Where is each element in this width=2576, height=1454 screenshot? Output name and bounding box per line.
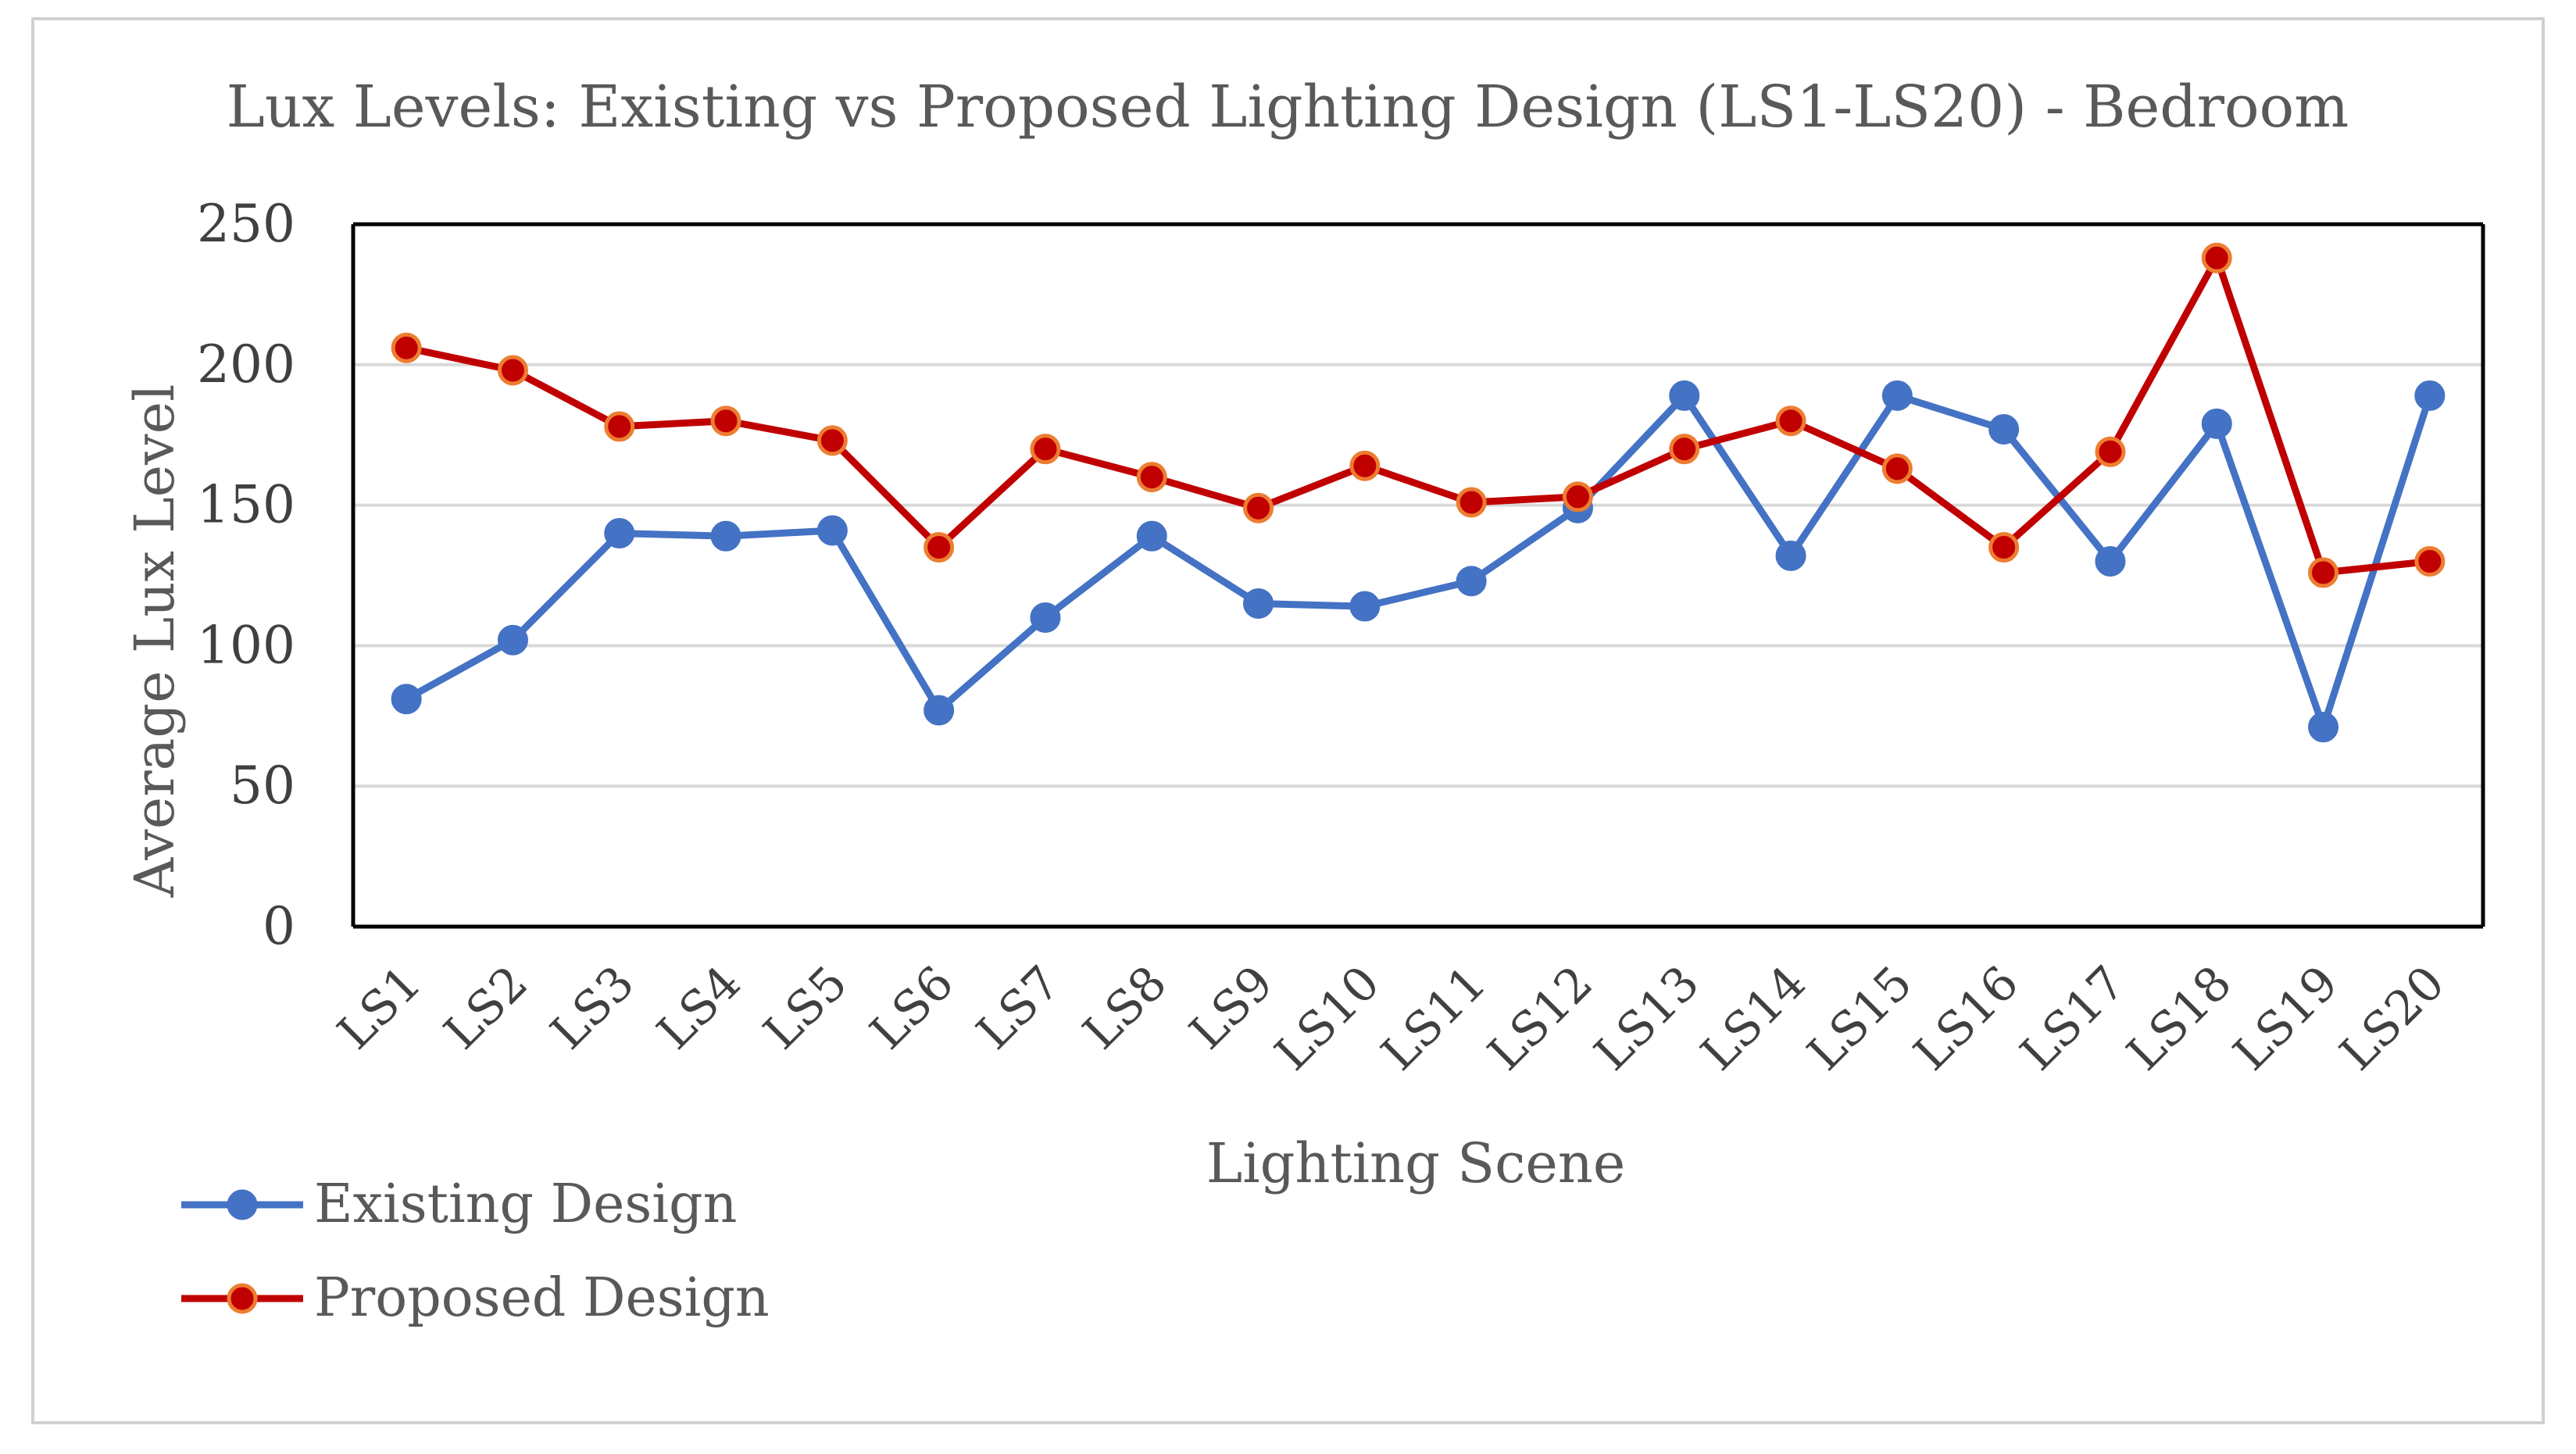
data-point-1-4 <box>816 425 848 456</box>
data-point-0-7 <box>1136 520 1167 552</box>
x-tick-label: LS3 <box>541 956 645 1060</box>
x-axis-label: Lighting Scene <box>1206 1131 1626 1195</box>
y-tick-label: 50 <box>230 756 295 816</box>
y-tick-label: 250 <box>197 194 295 254</box>
x-tick-label: LS11 <box>1371 956 1497 1081</box>
chart-frame <box>31 17 2545 1424</box>
data-point-0-9 <box>1349 591 1381 622</box>
y-tick-label: 150 <box>197 475 295 535</box>
data-point-0-17 <box>2201 408 2232 439</box>
plot-area-border <box>351 222 2485 929</box>
x-tick-label: LS13 <box>1585 956 1710 1081</box>
data-point-0-5 <box>924 695 955 726</box>
data-point-0-8 <box>1243 588 1274 619</box>
data-point-1-12 <box>1669 434 1700 465</box>
data-point-1-1 <box>497 355 528 386</box>
data-point-1-17 <box>2201 242 2232 273</box>
data-point-1-15 <box>1988 532 2020 563</box>
data-point-1-16 <box>2095 436 2126 467</box>
data-point-1-0 <box>391 332 422 363</box>
data-point-1-6 <box>1030 434 1061 465</box>
x-tick-label: LS14 <box>1691 956 1817 1081</box>
data-point-0-16 <box>2095 546 2126 577</box>
data-point-1-5 <box>924 532 955 563</box>
data-point-0-0 <box>391 684 422 715</box>
series-markers <box>391 242 2446 743</box>
data-point-1-7 <box>1136 462 1167 493</box>
data-point-0-1 <box>497 624 528 656</box>
data-point-1-11 <box>1562 481 1593 513</box>
x-tick-label: LS7 <box>966 956 1071 1060</box>
series-line-0 <box>402 391 2434 731</box>
legend-marker-swatch <box>227 1283 258 1314</box>
data-point-0-19 <box>2414 380 2446 411</box>
legend-marker-swatch <box>227 1189 258 1220</box>
y-axis-tick-labels: 0 50 100 150 200 250 <box>197 194 295 956</box>
x-tick-label: LS4 <box>647 956 752 1060</box>
data-point-0-14 <box>1881 380 1913 411</box>
x-tick-label: LS10 <box>1265 956 1391 1081</box>
data-point-1-19 <box>2414 546 2446 577</box>
legend-item-1: Proposed Design <box>181 1267 770 1329</box>
data-point-0-2 <box>604 518 635 549</box>
x-tick-label: LS17 <box>2010 956 2136 1081</box>
y-tick-label: 0 <box>263 896 295 956</box>
data-point-1-2 <box>604 411 635 442</box>
y-tick-label: 200 <box>197 334 295 395</box>
data-point-1-13 <box>1775 405 1806 437</box>
gridlines <box>353 363 2483 788</box>
x-tick-label: LS12 <box>1477 956 1603 1081</box>
data-point-1-9 <box>1349 450 1381 481</box>
x-tick-label: LS5 <box>753 956 858 1060</box>
x-tick-label: LS18 <box>2117 956 2242 1081</box>
legend-label: Proposed Design <box>314 1267 770 1329</box>
y-axis-label: Average Lux Level <box>123 384 187 898</box>
series-lines <box>402 254 2434 731</box>
x-tick-label: LS6 <box>860 956 965 1060</box>
data-point-0-6 <box>1030 602 1061 633</box>
legend-label: Existing Design <box>314 1174 737 1235</box>
x-tick-label: LS8 <box>1073 956 1177 1060</box>
data-point-1-8 <box>1243 492 1274 523</box>
data-point-1-3 <box>710 405 741 437</box>
data-point-1-14 <box>1881 453 1913 484</box>
legend-item-0: Existing Design <box>181 1174 737 1235</box>
legend: Existing Design Proposed Design <box>181 1174 770 1329</box>
x-axis-tick-labels: LS1 LS2 LS3 LS4 LS5 LS6 LS7 LS8 LS9LS10LS11LS12L… <box>327 956 2455 1081</box>
data-point-0-15 <box>1988 414 2020 445</box>
data-point-1-10 <box>1456 487 1487 518</box>
series-line-1 <box>402 254 2434 577</box>
data-point-1-18 <box>2308 557 2339 588</box>
data-point-0-13 <box>1775 540 1806 571</box>
data-point-0-4 <box>816 515 848 546</box>
data-point-0-12 <box>1669 380 1700 411</box>
x-tick-label: LS20 <box>2330 956 2456 1081</box>
data-point-0-3 <box>710 520 741 552</box>
x-tick-label: LS19 <box>2223 956 2349 1081</box>
x-tick-label: LS15 <box>1797 956 1923 1081</box>
x-tick-label: LS16 <box>1904 956 2030 1081</box>
y-tick-label: 100 <box>197 615 295 675</box>
chart-title: Lux Levels: Existing vs Proposed Lightin… <box>227 73 2349 141</box>
x-tick-label: LS1 <box>327 956 432 1060</box>
x-tick-label: LS2 <box>434 956 538 1060</box>
data-point-0-18 <box>2308 712 2339 743</box>
data-point-0-10 <box>1456 566 1487 597</box>
